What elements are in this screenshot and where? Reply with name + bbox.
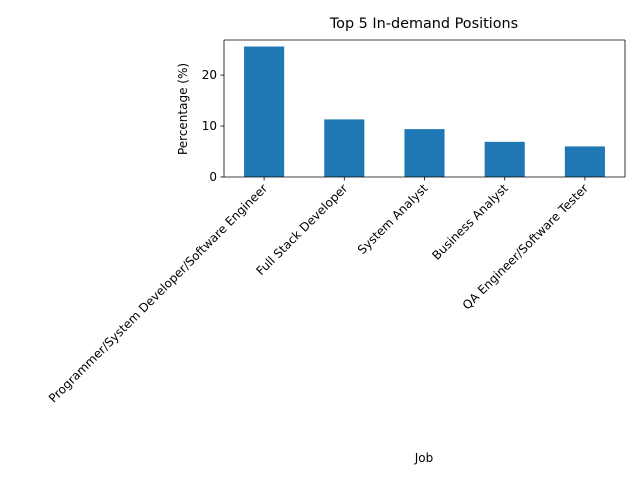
- bar-4: [484, 141, 525, 177]
- bar-3: [404, 129, 445, 177]
- x-axis-label: Job: [414, 451, 434, 465]
- bar-1: [244, 46, 285, 177]
- y-tick-label: 0: [209, 170, 217, 184]
- bar-2: [324, 119, 365, 177]
- y-tick-label: 20: [202, 68, 217, 82]
- chart-title: Top 5 In-demand Positions: [329, 16, 518, 32]
- y-axis-label: Percentage (%): [176, 63, 190, 155]
- bars-layer: [244, 46, 605, 177]
- axes-layer: [220, 39, 626, 181]
- y-tick-label: 10: [202, 119, 217, 133]
- bar-5: [564, 146, 605, 177]
